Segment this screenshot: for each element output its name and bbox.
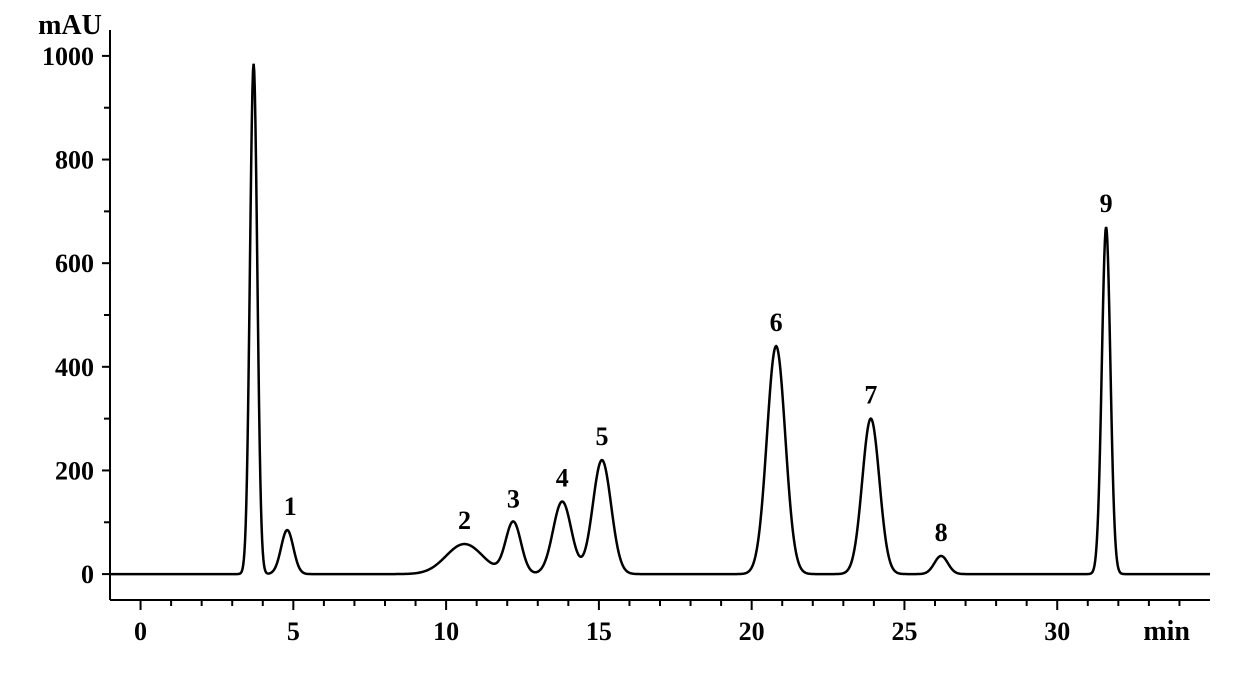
x-tick-label: 20 xyxy=(739,617,765,646)
peak-label-8: 8 xyxy=(935,518,948,547)
peak-label-5: 5 xyxy=(595,422,608,451)
y-tick-label: 800 xyxy=(55,146,94,175)
y-tick-label: 1000 xyxy=(42,42,94,71)
peak-label-2: 2 xyxy=(458,506,471,535)
chart-svg: 051015202530min02004006008001000mAU12345… xyxy=(0,0,1239,688)
y-tick-label: 200 xyxy=(55,456,94,485)
x-axis-label: min xyxy=(1143,616,1190,647)
peak-label-9: 9 xyxy=(1100,189,1113,218)
y-tick-label: 0 xyxy=(81,560,94,589)
x-tick-label: 30 xyxy=(1044,617,1070,646)
peak-label-3: 3 xyxy=(507,484,520,513)
x-tick-label: 0 xyxy=(134,617,147,646)
y-axis-label: mAU xyxy=(38,10,102,41)
y-tick-label: 400 xyxy=(55,353,94,382)
chromatogram-chart: 051015202530min02004006008001000mAU12345… xyxy=(0,0,1239,688)
x-tick-label: 10 xyxy=(433,617,459,646)
x-tick-label: 5 xyxy=(287,617,300,646)
y-tick-label: 600 xyxy=(55,249,94,278)
x-tick-label: 25 xyxy=(891,617,917,646)
peak-label-6: 6 xyxy=(770,308,783,337)
peak-label-1: 1 xyxy=(284,492,297,521)
peak-label-7: 7 xyxy=(864,381,877,410)
peak-label-4: 4 xyxy=(556,464,569,493)
x-tick-label: 15 xyxy=(586,617,612,646)
